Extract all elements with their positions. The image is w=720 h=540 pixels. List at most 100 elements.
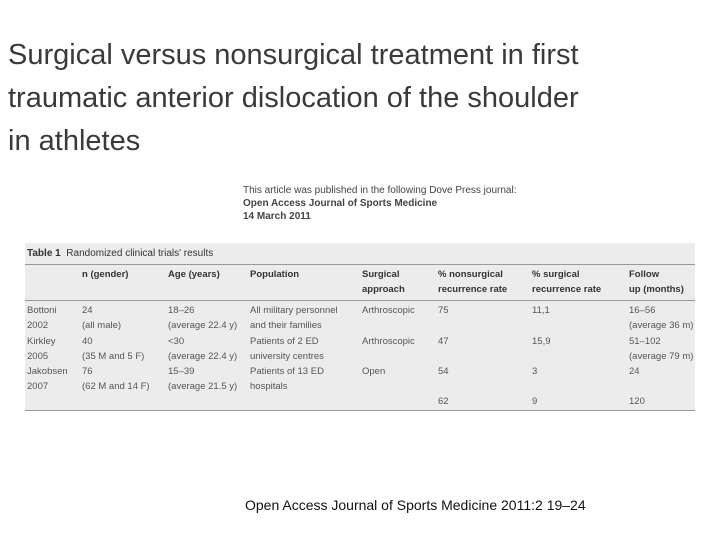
title-line: in athletes bbox=[8, 125, 141, 157]
cell-line: 40 bbox=[82, 336, 93, 347]
results-table: Table 1 Randomized clinical trials' resu… bbox=[25, 243, 695, 411]
cell-line: Age (years) bbox=[168, 269, 220, 280]
table-cell: 15–39 (average 21.5 y) bbox=[168, 364, 237, 394]
header-cell: n (gender) bbox=[82, 267, 128, 282]
cell-line: and their families bbox=[250, 320, 322, 331]
table-cell: 40 (35 M and 5 F) bbox=[82, 334, 144, 364]
cell-line: (all male) bbox=[82, 320, 122, 331]
cell-line: Patients of 13 ED bbox=[250, 366, 324, 377]
title-line: Surgical versus nonsurgical treatment in… bbox=[8, 39, 579, 71]
cell-line: Jakobsen bbox=[27, 366, 68, 377]
cell-line: Arthroscopic bbox=[362, 336, 415, 347]
cell-line: <30 bbox=[168, 336, 185, 347]
cell-line: 51–102 bbox=[629, 336, 661, 347]
table-cell: Arthroscopic bbox=[362, 303, 415, 318]
table-cell: 75 bbox=[438, 303, 449, 318]
note-line: This article was published in the follow… bbox=[243, 185, 517, 196]
cell-line: n (gender) bbox=[82, 269, 129, 280]
table-cell: Patients of 2 ED university centres bbox=[250, 334, 324, 364]
table-cell: 15,9 bbox=[532, 334, 551, 349]
table-cell: 24 bbox=[629, 364, 640, 379]
cell-line: Kirkley bbox=[27, 336, 56, 347]
table-cell: 54 bbox=[438, 364, 449, 379]
cell-line: recurrence rate bbox=[438, 284, 508, 295]
cell-line: (62 M and 14 F) bbox=[82, 381, 150, 392]
table-cell: 24 (all male) bbox=[82, 303, 121, 333]
cell-line: 24 bbox=[82, 305, 93, 316]
cell-line: (35 M and 5 F) bbox=[82, 351, 145, 362]
cell-line: 2005 bbox=[27, 351, 49, 362]
cell-line: 2007 bbox=[27, 381, 49, 392]
table-cell: 16–56 (average 36 m) bbox=[629, 303, 693, 333]
header-cell: Surgical approach bbox=[362, 267, 405, 297]
cell-line: approach bbox=[362, 284, 405, 295]
title-line: traumatic anterior dislocation of the sh… bbox=[8, 82, 579, 114]
note-line: Open Access Journal of Sports Medicine bbox=[243, 198, 438, 209]
cell-line: 11,1 bbox=[532, 305, 550, 316]
table-cell: Open bbox=[362, 364, 385, 379]
cell-line: hospitals bbox=[250, 381, 288, 392]
table-cell: Jakobsen 2007 bbox=[27, 364, 68, 394]
table-cell: Arthroscopic bbox=[362, 334, 415, 349]
table-cell: Kirkley 2005 bbox=[27, 334, 56, 364]
table-cell: 47 bbox=[438, 334, 449, 349]
table-cell: 3 bbox=[532, 364, 537, 379]
cell-line: 47 bbox=[438, 336, 449, 347]
cell-line: (average 22.4 y) bbox=[168, 351, 238, 362]
cell-line: up (months) bbox=[629, 284, 684, 295]
cell-line: 2002 bbox=[27, 320, 49, 331]
rule bbox=[25, 410, 695, 411]
publication-note: This article was published in the follow… bbox=[243, 184, 516, 223]
caption-text: Randomized clinical trials' results bbox=[66, 248, 214, 259]
cell-line: 24 bbox=[629, 366, 640, 377]
cell-line: 9 bbox=[532, 396, 538, 407]
table-cell: 76 (62 M and 14 F) bbox=[82, 364, 150, 394]
cell-line: Arthroscopic bbox=[362, 305, 415, 316]
header-cell: Population bbox=[250, 267, 299, 282]
cell-line: recurrence rate bbox=[532, 284, 602, 295]
cell-line: Follow bbox=[629, 269, 660, 280]
header-cell: % surgical recurrence rate bbox=[532, 267, 601, 297]
table-cell: 11,1 bbox=[532, 303, 550, 318]
table-cell: 18–26 (average 22.4 y) bbox=[168, 303, 237, 333]
cell-line: 76 bbox=[82, 366, 93, 377]
cell-line: Population bbox=[250, 269, 300, 280]
cell-line: % surgical bbox=[532, 269, 580, 280]
slide-title: Surgical versus nonsurgical treatment in… bbox=[8, 34, 579, 163]
cell-line: 54 bbox=[438, 366, 449, 377]
header-cell: Follow up (months) bbox=[629, 267, 684, 297]
cell-line: (average 22.4 y) bbox=[168, 320, 238, 331]
table-cell: All military personnel and their families bbox=[250, 303, 338, 333]
header-cell: Age (years) bbox=[168, 267, 220, 282]
cell-line: Bottoni bbox=[27, 305, 57, 316]
citation: Open Access Journal of Sports Medicine 2… bbox=[245, 497, 586, 513]
table-cell: 120 bbox=[629, 394, 645, 409]
table-cell: <30 (average 22.4 y) bbox=[168, 334, 237, 364]
caption-label: Table 1 bbox=[27, 248, 61, 259]
table-cell: 51–102 (average 79 m) bbox=[629, 334, 693, 364]
rule bbox=[25, 300, 695, 301]
cell-line: 15,9 bbox=[532, 336, 551, 347]
cell-line: 15–39 bbox=[168, 366, 195, 377]
rule bbox=[25, 264, 695, 265]
cell-line: Patients of 2 ED bbox=[250, 336, 319, 347]
cell-line: 3 bbox=[532, 366, 538, 377]
header-cell: % nonsurgical recurrence rate bbox=[438, 267, 507, 297]
table-caption: Table 1 Randomized clinical trials' resu… bbox=[27, 246, 213, 261]
cell-line: 16–56 bbox=[629, 305, 656, 316]
cell-line: 75 bbox=[438, 305, 449, 316]
cell-line: (average 36 m) bbox=[629, 320, 694, 331]
cell-line: 18–26 bbox=[168, 305, 195, 316]
table-cell: 9 bbox=[532, 394, 537, 409]
table-cell: 62 bbox=[438, 394, 449, 409]
cell-line: university centres bbox=[250, 351, 324, 362]
cell-line: (average 79 m) bbox=[629, 351, 694, 362]
cell-line: Surgical bbox=[362, 269, 400, 280]
cell-line: 120 bbox=[629, 396, 645, 407]
table-cell: Bottoni 2002 bbox=[27, 303, 57, 333]
cell-line: (average 21.5 y) bbox=[168, 381, 238, 392]
table-cell: Patients of 13 ED hospitals bbox=[250, 364, 324, 394]
cell-line: All military personnel bbox=[250, 305, 338, 316]
note-line: 14 March 2011 bbox=[243, 211, 311, 222]
